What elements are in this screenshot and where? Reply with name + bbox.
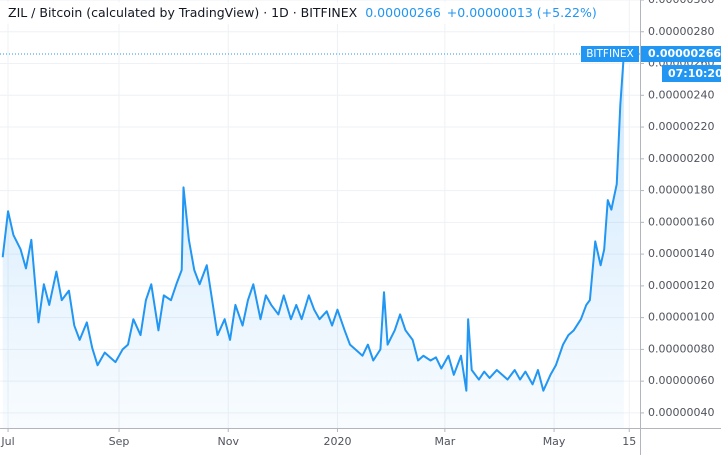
exchange-tag: BITFINEX (586, 48, 634, 60)
x-tick-label: May (543, 435, 566, 448)
x-tick-label: Mar (434, 435, 455, 448)
y-tick-label: 0.00000100 (648, 311, 714, 324)
plot (0, 53, 640, 428)
y-tick-label: 0.00000220 (648, 120, 714, 133)
countdown: 07:10:20 (668, 67, 721, 80)
header: ZIL / Bitcoin (calculated by TradingView… (8, 5, 597, 20)
x-tick-label: Sep (109, 435, 130, 448)
axes: 0.00000040 0.00000060 0.00000080 0.00000100… (0, 0, 714, 448)
y-tick-label: 0.00000300 (648, 0, 714, 6)
y-tick-label: 0.00000040 (648, 406, 714, 419)
x-tick-label: Nov (218, 435, 240, 448)
x-tick-label: 15 (622, 435, 636, 448)
y-tick-label: 0.00000140 (648, 247, 714, 260)
y-tick-label: 0.00000180 (648, 184, 714, 197)
area (2, 54, 624, 428)
chart-title: ZIL / Bitcoin (calculated by TradingView… (8, 5, 358, 20)
countdown-bg (662, 64, 721, 82)
y-tick-label: 0.00000240 (648, 88, 714, 101)
x-tick-label: Jul (0, 435, 14, 448)
y-tick-label: 0.00000280 (648, 25, 714, 38)
price-label-bg (641, 45, 721, 62)
change: +0.00000013 (+5.22%) (447, 5, 597, 20)
price-labels: BITFINEX 0.00000266 07:10:20 (581, 45, 721, 82)
x-tick-label: 2020 (323, 435, 351, 448)
y-tick-label: 0.00000080 (648, 342, 714, 355)
y-tick-label: 0.00000160 (648, 215, 714, 228)
y-tick-label: 0.00000120 (648, 279, 714, 292)
y-tick-label: 0.00000200 (648, 152, 714, 165)
exchange-tag-bg (581, 45, 639, 62)
y-tick-label: 0.00000060 (648, 374, 714, 387)
line (1, 53, 625, 392)
header-bg (0, 2, 620, 24)
price-label: 0.00000266 (648, 47, 721, 60)
last-price: 0.00000266 (365, 5, 441, 20)
